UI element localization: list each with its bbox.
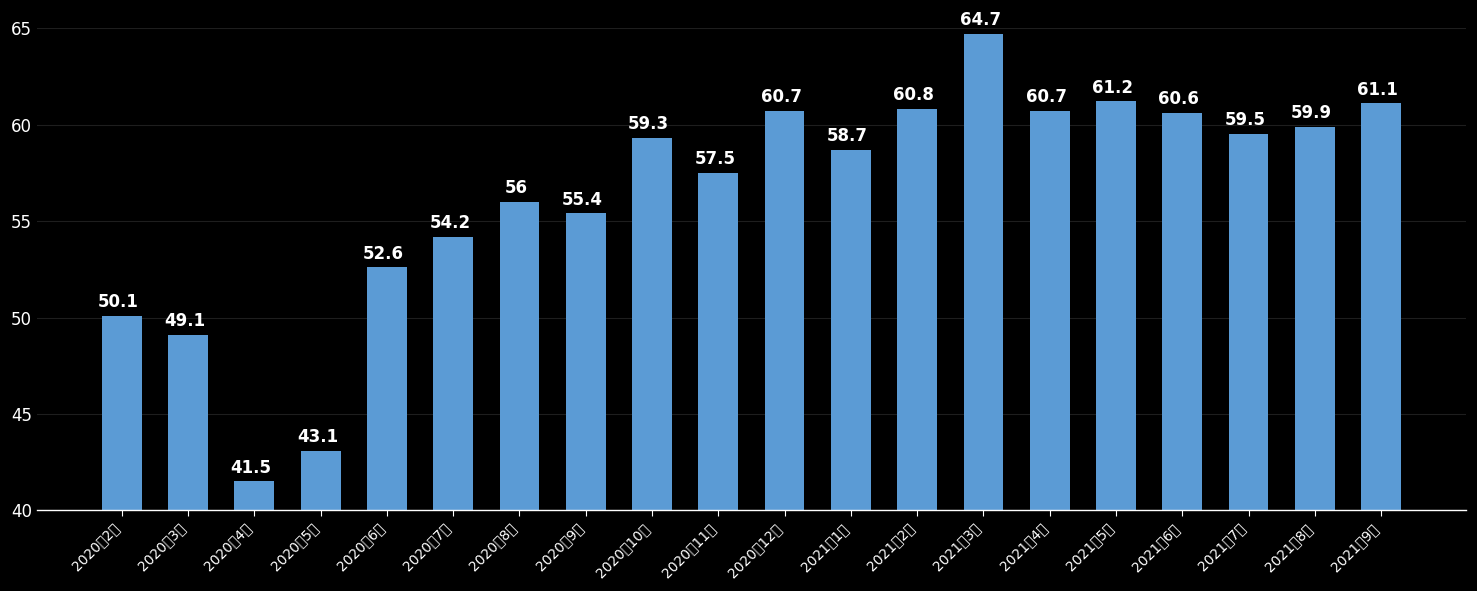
Bar — [102, 316, 142, 511]
Text: 41.5: 41.5 — [230, 459, 272, 477]
Text: 49.1: 49.1 — [164, 312, 205, 330]
Bar — [301, 450, 341, 511]
Bar — [566, 213, 606, 511]
Text: 64.7: 64.7 — [960, 11, 1000, 29]
Text: 59.5: 59.5 — [1224, 112, 1266, 129]
Text: 58.7: 58.7 — [827, 127, 868, 145]
Bar — [897, 109, 936, 511]
Text: 60.8: 60.8 — [894, 86, 935, 105]
Bar — [433, 236, 473, 511]
Text: 52.6: 52.6 — [363, 245, 405, 262]
Bar — [765, 111, 805, 511]
Bar — [499, 202, 539, 511]
Text: 50.1: 50.1 — [97, 293, 139, 311]
Bar — [832, 150, 871, 511]
Bar — [366, 267, 406, 511]
Text: 61.1: 61.1 — [1357, 80, 1399, 99]
Text: 54.2: 54.2 — [430, 214, 471, 232]
Bar — [1162, 113, 1202, 511]
Text: 61.2: 61.2 — [1092, 79, 1133, 97]
Bar — [699, 173, 738, 511]
Text: 55.4: 55.4 — [561, 190, 603, 209]
Bar — [235, 482, 275, 511]
Text: 60.6: 60.6 — [1158, 90, 1199, 108]
Bar — [1295, 126, 1335, 511]
Bar — [963, 34, 1003, 511]
Bar — [1096, 102, 1136, 511]
Text: 43.1: 43.1 — [297, 428, 338, 446]
Text: 60.7: 60.7 — [1027, 88, 1066, 106]
Text: 56: 56 — [505, 179, 527, 197]
Text: 59.9: 59.9 — [1291, 104, 1332, 122]
Bar — [1029, 111, 1069, 511]
Bar — [632, 138, 672, 511]
Bar — [1362, 103, 1402, 511]
Text: 57.5: 57.5 — [694, 150, 736, 168]
Bar — [1229, 134, 1269, 511]
Bar — [168, 335, 208, 511]
Text: 60.7: 60.7 — [761, 88, 802, 106]
Text: 59.3: 59.3 — [628, 115, 669, 134]
